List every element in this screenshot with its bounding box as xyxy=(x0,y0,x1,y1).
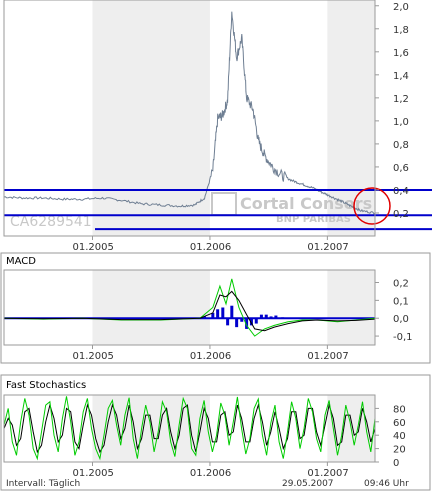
macd-histogram-bar xyxy=(281,317,285,319)
x-tick-label: 01.2006 xyxy=(190,351,231,362)
macd-histogram-bar xyxy=(202,316,206,319)
macd-histogram-bar xyxy=(216,309,220,319)
y-tick-label: 0,2 xyxy=(393,209,409,220)
y-tick-label: 1,4 xyxy=(393,71,409,82)
highlight-circle xyxy=(353,187,391,225)
footer-time: 09:46 Uhr xyxy=(364,479,409,489)
y-tick-label: 0,6 xyxy=(393,163,409,174)
y-tick-label: 20 xyxy=(393,445,406,456)
macd-histogram-bar xyxy=(259,314,263,319)
price-panel: CA6289541 Cortal Consors BNP PARIBAS 0,2… xyxy=(3,0,432,253)
macd-panel: MACD 0,2 0,1 0,0 -0,1 01.2005 01.2006 01.2007 xyxy=(0,252,431,364)
x-tick-label: 01.2007 xyxy=(307,242,348,253)
watermark-sub: BNP PARIBAS xyxy=(276,214,351,225)
stoch-y-ticks: 80 60 40 20 0 xyxy=(375,404,406,469)
y-tick-label: 0,1 xyxy=(393,296,409,307)
macd-signal-line xyxy=(3,290,376,332)
macd-x-ticks: 01.2005 01.2006 01.2007 xyxy=(72,345,349,362)
y-tick-label: 80 xyxy=(393,404,406,415)
price-x-ticks: 01.2005 01.2006 01.2007 xyxy=(72,236,349,253)
macd-shade-2007 xyxy=(327,270,375,345)
x-tick-label: 01.2007 xyxy=(307,351,348,362)
y-tick-label: 2,0 xyxy=(393,2,409,13)
price-shade-2005 xyxy=(92,0,210,236)
macd-histogram-bar xyxy=(230,305,234,319)
macd-histogram-bar xyxy=(269,316,273,319)
y-tick-label: 0,8 xyxy=(393,140,409,151)
stoch-title: Fast Stochastics xyxy=(6,380,86,391)
macd-histogram-bar xyxy=(264,314,268,319)
price-shade-2007 xyxy=(327,0,375,236)
x-tick-label: 01.2005 xyxy=(72,242,113,253)
stoch-frame xyxy=(3,394,376,463)
y-tick-label: 1,8 xyxy=(393,25,409,36)
macd-histogram-bar xyxy=(274,315,278,319)
y-tick-label: 0,0 xyxy=(393,314,409,325)
price-frame xyxy=(3,0,376,237)
macd-histogram-bar xyxy=(221,307,225,319)
watermark-symbol: CA6289541 xyxy=(10,214,92,230)
y-tick-label: 0,2 xyxy=(393,279,409,290)
macd-histogram-bar xyxy=(240,318,244,322)
stoch-slow-line xyxy=(3,403,376,454)
y-tick-label: -0,1 xyxy=(393,332,413,343)
x-tick-label: 01.2007 xyxy=(307,468,348,479)
y-tick-label: 0 xyxy=(393,458,399,469)
macd-histogram-bar xyxy=(249,318,253,326)
stoch-fast-line xyxy=(3,396,376,461)
y-tick-label: 1,0 xyxy=(393,117,409,128)
x-tick-label: 01.2006 xyxy=(190,468,231,479)
y-tick-label: 1,2 xyxy=(393,94,409,105)
y-tick-label: 40 xyxy=(393,431,406,442)
macd-frame xyxy=(3,269,376,346)
watermark: CA6289541 Cortal Consors BNP PARIBAS xyxy=(10,192,372,230)
x-tick-label: 01.2006 xyxy=(190,242,231,253)
price-y-ticks: 0,2 0,4 0,6 0,8 1,0 1,2 1,4 1,6 1,8 2,0 xyxy=(375,2,409,220)
support-lines xyxy=(4,188,432,231)
y-tick-label: 0,4 xyxy=(393,186,409,197)
macd-y-ticks: 0,2 0,1 0,0 -0,1 xyxy=(375,279,413,343)
macd-shade-2005 xyxy=(92,270,210,345)
macd-histogram-bar xyxy=(254,318,258,324)
macd-histogram-bar xyxy=(235,318,239,328)
macd-title: MACD xyxy=(6,256,36,267)
x-tick-label: 01.2005 xyxy=(72,351,113,362)
y-tick-label: 1,6 xyxy=(393,48,409,59)
macd-histogram-bar xyxy=(211,312,215,319)
macd-histogram-bar xyxy=(226,318,230,326)
stoch-x-ticks: 01.2005 01.2006 01.2007 xyxy=(72,462,349,479)
watermark-brand: Cortal Consors xyxy=(240,194,372,213)
x-tick-label: 01.2005 xyxy=(72,468,113,479)
footer-date: 29.05.2007 xyxy=(282,479,334,489)
footer-interval: Intervall: Täglich xyxy=(6,479,80,489)
y-tick-label: 60 xyxy=(393,418,406,429)
macd-histogram-bar xyxy=(245,318,249,329)
